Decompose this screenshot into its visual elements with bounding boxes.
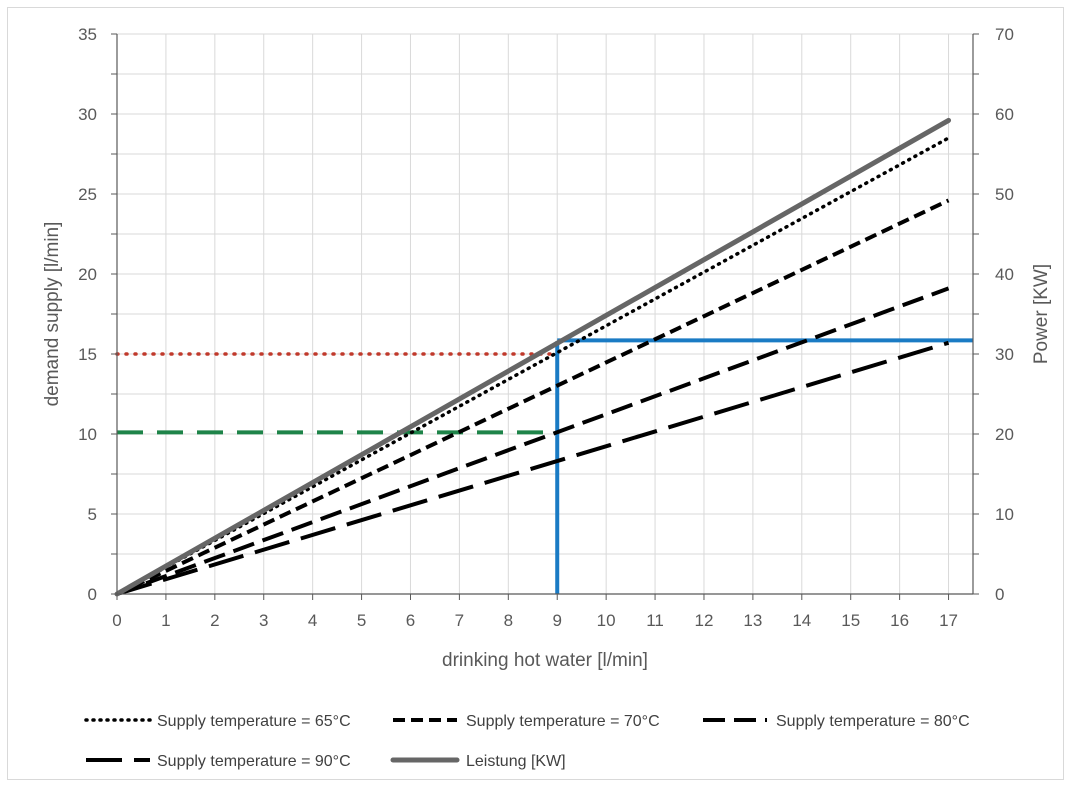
y-tick-label: 30 xyxy=(78,105,97,124)
x-tick-label: 15 xyxy=(841,611,860,630)
y2-tick-label: 50 xyxy=(995,185,1014,204)
series-lines xyxy=(114,117,952,597)
legend: Supply temperature = 65°C Supply temperat… xyxy=(84,713,970,770)
x-tick-label: 17 xyxy=(939,611,958,630)
x-tick-label: 14 xyxy=(792,611,811,630)
y2-tick-label: 10 xyxy=(995,505,1014,524)
y-axis-title: demand supply [l/min] xyxy=(42,222,63,407)
y-tick-label: 35 xyxy=(78,25,97,44)
x-tick-label: 7 xyxy=(455,611,464,630)
y-tick-label: 20 xyxy=(78,265,97,284)
x-tick-label: 1 xyxy=(161,611,170,630)
legend-label-1: Supply temperature = 65°C xyxy=(157,713,351,730)
x-tick-label: 8 xyxy=(504,611,513,630)
x-tick-label: 9 xyxy=(552,611,561,630)
x-tick-label: 11 xyxy=(646,611,664,630)
gridlines xyxy=(117,33,974,594)
x-tick-label: 0 xyxy=(112,611,121,630)
y2-tick-label: 30 xyxy=(995,345,1014,364)
x-tick-label: 2 xyxy=(210,611,219,630)
y2-axis-title: Power [KW] xyxy=(1031,264,1052,364)
legend-label-4: Supply temperature = 90°C xyxy=(157,753,351,770)
annotation-lines xyxy=(115,338,973,594)
x-tick-label: 16 xyxy=(890,611,909,630)
y-tick-label: 5 xyxy=(88,505,97,524)
x-tick-label: 13 xyxy=(743,611,762,630)
legend-label-5: Leistung [KW] xyxy=(466,753,566,770)
y2-tick-label: 70 xyxy=(995,25,1014,44)
series-line-5 xyxy=(114,117,952,597)
x-tick-label: 5 xyxy=(357,611,366,630)
axes: 0 1 2 3 4 5 6 7 8 9 10 11 12 13 14 15 16 1705101520253035… xyxy=(78,25,1014,630)
legend-label-2: Supply temperature = 70°C xyxy=(466,713,660,730)
y2-tick-label: 60 xyxy=(995,105,1014,124)
y2-tick-label: 20 xyxy=(995,425,1014,444)
series-line-2 xyxy=(116,198,950,596)
x-tick-label: 4 xyxy=(308,611,317,630)
series-line-1 xyxy=(115,136,951,596)
y2-tick-label: 40 xyxy=(995,265,1014,284)
y-tick-label: 10 xyxy=(78,425,97,444)
x-tick-label: 6 xyxy=(406,611,415,630)
y-tick-label: 25 xyxy=(78,185,97,204)
x-tick-label: 10 xyxy=(597,611,616,630)
x-tick-label: 12 xyxy=(695,611,714,630)
y-tick-label: 0 xyxy=(88,585,97,604)
series-line-3 xyxy=(116,286,950,596)
x-axis-title: drinking hot water [l/min] xyxy=(442,650,648,671)
y2-tick-label: 0 xyxy=(995,585,1004,604)
series-line-4 xyxy=(116,340,950,596)
y-tick-label: 15 xyxy=(78,345,97,364)
legend-label-3: Supply temperature = 80°C xyxy=(776,713,970,730)
x-tick-label: 3 xyxy=(259,611,268,630)
